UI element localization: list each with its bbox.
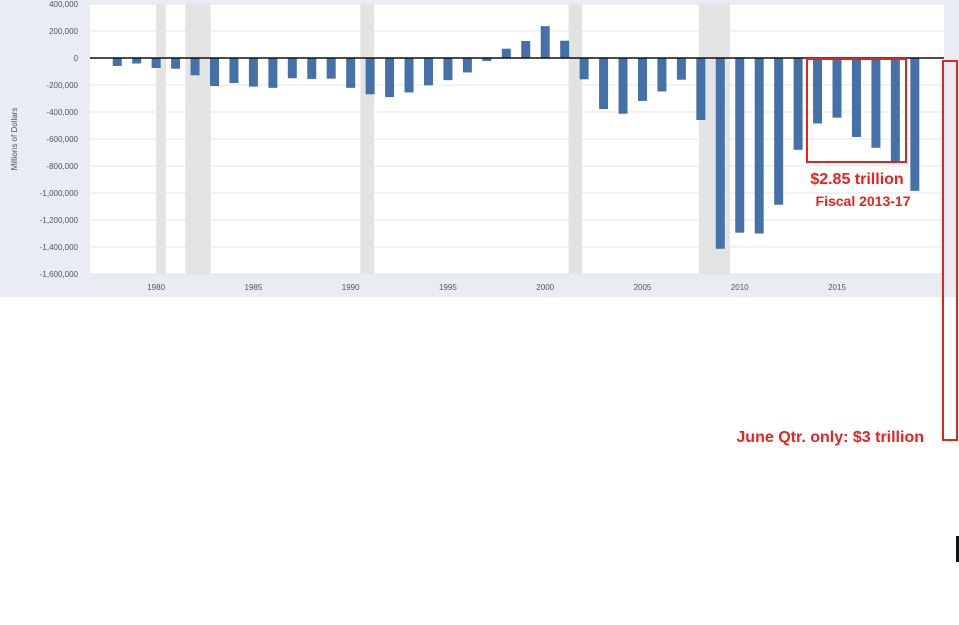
bar-1988	[307, 58, 317, 79]
x-tick-label: 1985	[245, 283, 263, 292]
bar-2013	[793, 58, 803, 150]
bar-1981	[171, 58, 181, 69]
bar-1996	[462, 58, 472, 73]
bar-1995	[443, 58, 453, 81]
bar-2010	[735, 58, 745, 233]
bar-2014	[813, 58, 823, 124]
bar-2015	[832, 58, 842, 118]
x-tick-label: 2005	[634, 283, 652, 292]
bar-1983	[210, 58, 220, 87]
annotation-box-june-quarter	[942, 60, 958, 441]
y-tick-label: -600,000	[46, 135, 78, 144]
bar-1993	[404, 58, 414, 93]
bar-1987	[287, 58, 297, 79]
y-tick-label: -400,000	[46, 108, 78, 117]
y-tick-label: -1,400,000	[40, 243, 79, 252]
bar-1997	[482, 58, 492, 61]
bar-2011	[754, 58, 764, 234]
y-tick-label: 400,000	[49, 0, 78, 9]
y-axis-label: Millions of Dollars	[10, 108, 19, 171]
y-tick-label: -1,200,000	[40, 216, 79, 225]
bar-2007	[676, 58, 686, 80]
y-tick-label: 200,000	[49, 27, 78, 36]
bar-2003	[599, 58, 609, 110]
y-tick-label: 0	[74, 54, 79, 63]
bar-1982	[190, 58, 200, 76]
bar-1986	[268, 58, 278, 88]
bar-1994	[423, 58, 433, 86]
y-tick-label: -800,000	[46, 162, 78, 171]
x-tick-label: 2000	[536, 283, 554, 292]
bar-1990	[346, 58, 356, 88]
x-tick-label: 1980	[147, 283, 165, 292]
y-tick-labels: 400,000 200,000 0 -200,000 -400,000 -600,000 -…	[40, 0, 79, 279]
x-tick-label: 2015	[828, 283, 846, 292]
bar-1979	[132, 58, 142, 64]
y-tick-label: -1,000,000	[40, 189, 79, 198]
x-tick-label: 1990	[342, 283, 360, 292]
bar-2005	[637, 58, 647, 101]
y-tick-label: -200,000	[46, 81, 78, 90]
bar-1992	[385, 58, 395, 98]
bar-1980	[151, 58, 161, 68]
bar-1985	[248, 58, 258, 87]
bar-2009	[715, 58, 725, 249]
y-tick-label: -1,600,000	[40, 270, 79, 279]
bar-1991	[365, 58, 375, 95]
x-tick-labels: 1980 1985 1990 1995 2000 2005 2010 2015	[147, 283, 846, 292]
bar-1998	[501, 48, 511, 58]
bar-1984	[229, 58, 239, 83]
x-tick-label: 1995	[439, 283, 457, 292]
annotation-june-quarter: June Qtr. only: $3 trillion	[736, 429, 924, 446]
annotation-box-2013-17	[806, 58, 907, 163]
bar-2006	[657, 58, 667, 92]
bar-1978	[112, 58, 122, 66]
bars	[112, 26, 920, 249]
bar-2018	[890, 58, 900, 164]
bar-2004	[618, 58, 628, 114]
bar-2002	[579, 58, 589, 80]
annotation-period: Fiscal 2013-17	[816, 193, 911, 209]
bar-2008	[696, 58, 706, 120]
annotation-total: $2.85 trillion	[810, 171, 903, 188]
bar-2019	[910, 58, 920, 191]
bar-2001	[560, 40, 570, 58]
bar-2012	[774, 58, 784, 205]
bar-2017	[871, 58, 881, 148]
bar-1999	[521, 40, 531, 58]
x-tick-label: 2010	[731, 283, 749, 292]
bar-2016	[851, 58, 861, 137]
text-cursor-mark	[956, 536, 959, 562]
bar-2000	[540, 26, 550, 58]
bar-1989	[326, 58, 336, 79]
